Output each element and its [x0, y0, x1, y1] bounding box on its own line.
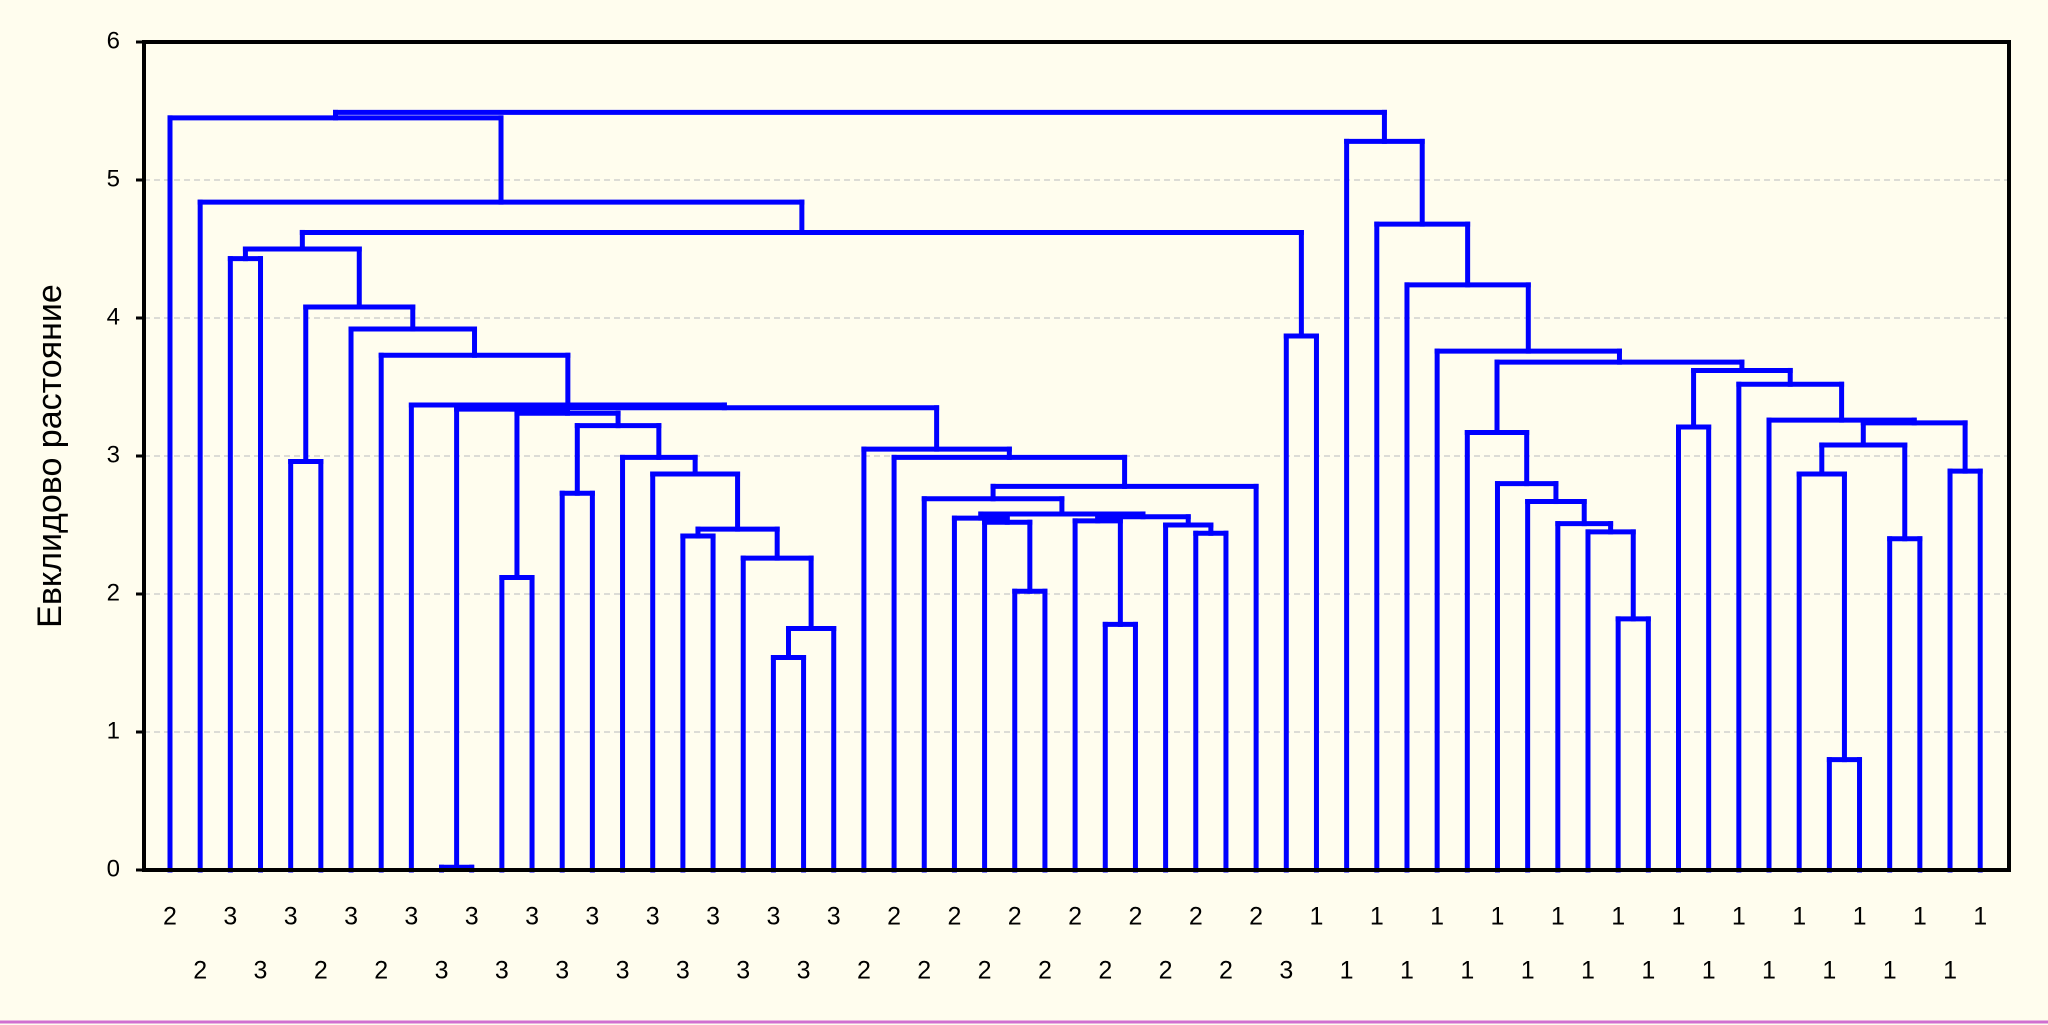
leaf-label: 3 — [344, 903, 358, 931]
leaf-label: 3 — [555, 957, 569, 985]
leaf-label: 2 — [374, 957, 388, 985]
leaf-label: 1 — [1913, 903, 1927, 931]
leaf-label: 1 — [1430, 903, 1444, 931]
leaf-label: 1 — [1973, 903, 1987, 931]
leaf-label: 3 — [254, 957, 268, 985]
leaf-label: 2 — [1159, 957, 1173, 985]
leaf-label: 1 — [1853, 903, 1867, 931]
leaf-label: 2 — [1008, 903, 1022, 931]
leaf-label: 2 — [163, 903, 177, 931]
leaf-label: 2 — [1189, 903, 1203, 931]
plot-area: 0123456223332323333333333333332222222222… — [107, 27, 2011, 985]
leaf-label: 2 — [857, 957, 871, 985]
leaf-label: 3 — [404, 903, 418, 931]
leaf-label: 2 — [1128, 903, 1142, 931]
leaf-label: 2 — [1068, 903, 1082, 931]
leaf-label: 2 — [887, 903, 901, 931]
leaf-label: 3 — [827, 903, 841, 931]
y-tick-label: 3 — [107, 441, 120, 468]
leaf-label: 1 — [1310, 903, 1324, 931]
leaf-label: 3 — [766, 903, 780, 931]
leaf-label: 1 — [1491, 903, 1505, 931]
y-tick-label: 0 — [107, 855, 120, 882]
leaf-label: 2 — [193, 957, 207, 985]
leaf-label: 2 — [1219, 957, 1233, 985]
leaf-label: 2 — [917, 957, 931, 985]
leaf-label: 3 — [435, 957, 449, 985]
leaf-label: 3 — [646, 903, 660, 931]
leaf-label: 2 — [314, 957, 328, 985]
leaf-label: 1 — [1883, 957, 1897, 985]
leaf-label: 2 — [1038, 957, 1052, 985]
leaf-label: 3 — [465, 903, 479, 931]
leaf-label: 1 — [1672, 903, 1686, 931]
leaf-label: 2 — [1249, 903, 1263, 931]
leaf-label: 3 — [585, 903, 599, 931]
y-tick-label: 5 — [107, 165, 120, 192]
y-axis-label: Евклидово растояние — [31, 284, 69, 628]
leaf-label: 2 — [1098, 957, 1112, 985]
leaf-label: 1 — [1551, 903, 1565, 931]
leaf-label: 3 — [676, 957, 690, 985]
leaf-label: 3 — [797, 957, 811, 985]
y-tick-label: 6 — [107, 27, 120, 54]
leaf-label: 3 — [736, 957, 750, 985]
leaf-label: 1 — [1340, 957, 1354, 985]
leaf-label: 3 — [284, 903, 298, 931]
y-tick-label: 1 — [107, 717, 120, 744]
leaf-label: 1 — [1702, 957, 1716, 985]
leaf-label: 2 — [978, 957, 992, 985]
leaf-label: 3 — [706, 903, 720, 931]
leaf-label: 3 — [223, 903, 237, 931]
leaf-label: 3 — [525, 903, 539, 931]
leaf-label: 1 — [1370, 903, 1384, 931]
leaf-label: 1 — [1581, 957, 1595, 985]
y-tick-label: 4 — [107, 303, 120, 330]
leaf-label: 1 — [1641, 957, 1655, 985]
leaf-label: 1 — [1762, 957, 1776, 985]
leaf-label: 3 — [495, 957, 509, 985]
leaf-label: 3 — [616, 957, 630, 985]
leaf-label: 2 — [947, 903, 961, 931]
leaf-label: 1 — [1521, 957, 1535, 985]
leaf-label: 1 — [1822, 957, 1836, 985]
leaf-label: 1 — [1400, 957, 1414, 985]
leaf-label: 1 — [1732, 903, 1746, 931]
leaf-label: 1 — [1792, 903, 1806, 931]
y-tick-label: 2 — [107, 579, 120, 606]
leaf-label: 3 — [1279, 957, 1293, 985]
plot-frame — [142, 40, 2011, 872]
leaf-label: 1 — [1943, 957, 1957, 985]
leaf-label: 1 — [1460, 957, 1474, 985]
leaf-label: 1 — [1611, 903, 1625, 931]
